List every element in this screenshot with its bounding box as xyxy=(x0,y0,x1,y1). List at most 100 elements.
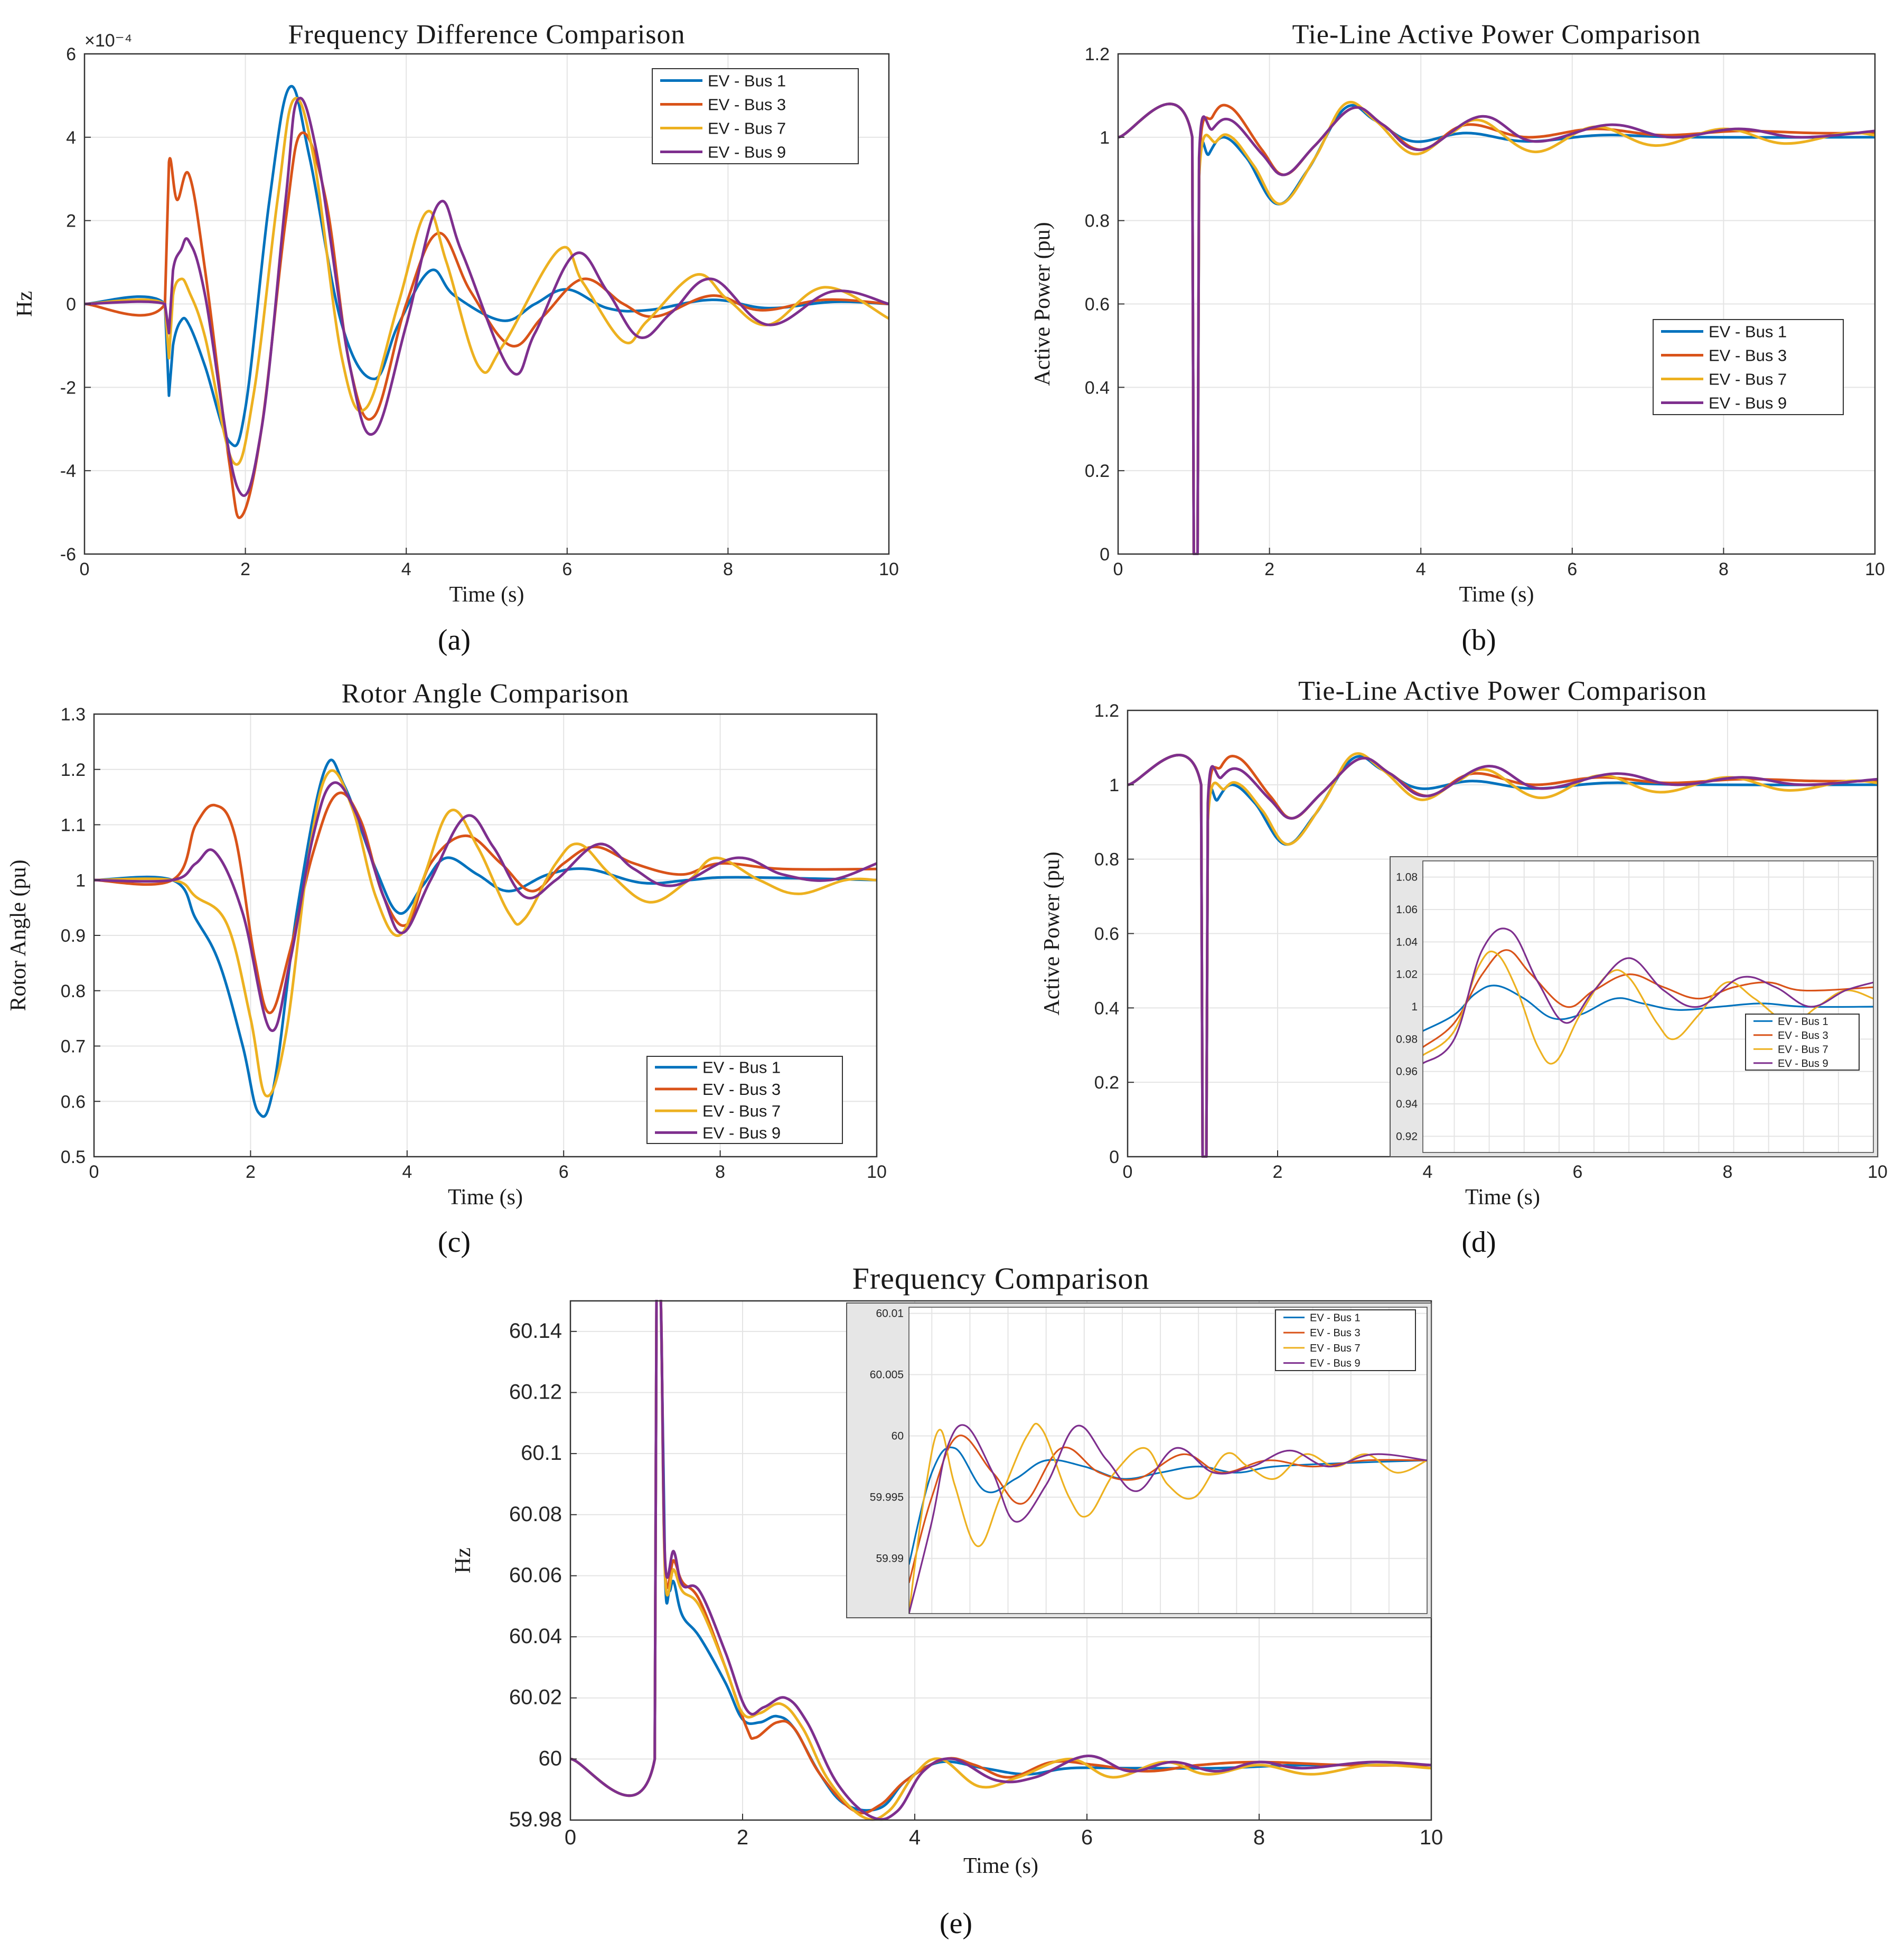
legend-entry-bus3: EV - Bus 3 xyxy=(702,1080,781,1099)
chart-title: Tie-Line Active Power Comparison xyxy=(1292,20,1701,50)
y-tick-label: 0.9 xyxy=(61,926,86,946)
series-line-bus9 xyxy=(94,781,877,1032)
legend-entry-bus9: EV - Bus 9 xyxy=(1778,1058,1828,1070)
y-tick-label: 1.3 xyxy=(61,705,86,725)
y-tick-label: -6 xyxy=(60,545,76,565)
legend-entry-bus7: EV - Bus 7 xyxy=(708,119,786,138)
y-tick-label: 0 xyxy=(1100,545,1110,565)
y-exponent-label: ×10⁻⁴ xyxy=(85,31,132,51)
y-tick-label: 1.2 xyxy=(1094,701,1119,721)
x-tick-label: 0 xyxy=(1123,1162,1133,1182)
y-tick-label: 0.6 xyxy=(1085,295,1110,315)
inset-border xyxy=(1390,856,1878,1157)
chart-title: Frequency Difference Comparison xyxy=(288,20,685,50)
y-tick-label: 1 xyxy=(76,870,86,890)
x-tick-label: 6 xyxy=(559,1162,569,1182)
panel-label: (d) xyxy=(1461,1226,1496,1259)
legend-entry-bus1: EV - Bus 1 xyxy=(702,1058,781,1077)
inset-y-tick-label: 0.92 xyxy=(1396,1130,1418,1142)
series-group xyxy=(1128,752,1878,1158)
inset-y-tick-label: 1.08 xyxy=(1396,871,1418,884)
panel-label: (e) xyxy=(940,1907,972,1940)
panel-label: (a) xyxy=(438,624,471,657)
x-tick-label: 0 xyxy=(565,1826,576,1849)
y-axis-label: Active Power (pu) xyxy=(1040,851,1064,1015)
y-axis-label: Active Power (pu) xyxy=(1030,222,1055,386)
y-tick-label: 60 xyxy=(539,1747,562,1770)
y-tick-label: 60.08 xyxy=(509,1503,562,1526)
legend-entry-bus1: EV - Bus 1 xyxy=(708,72,786,90)
panel-label: (c) xyxy=(438,1226,471,1259)
inset-y-tick-label: 0.96 xyxy=(1396,1066,1418,1078)
series-group xyxy=(94,758,877,1118)
y-tick-label: 1.2 xyxy=(1085,44,1110,64)
legend: EV - Bus 1 EV - Bus 3 EV - Bus 7 EV - Bus 9 xyxy=(1745,1014,1860,1071)
x-axis-label: Time (s) xyxy=(1459,583,1534,607)
y-tick-label: 0.2 xyxy=(1085,461,1110,481)
y-axis-label: Hz xyxy=(451,1548,475,1573)
y-tick-label: 0 xyxy=(66,295,76,315)
x-tick-label: 0 xyxy=(80,559,90,579)
x-axis-label: Time (s) xyxy=(1465,1185,1540,1210)
chart-b: 0 2 4 6 8 10 0 0.2 0.4 0.6 0.8 1 1.2 Tie-Line Active … xyxy=(1030,20,1885,657)
legend-entry-bus1: EV - Bus 1 xyxy=(1778,1016,1828,1027)
y-tick-label: 60.02 xyxy=(509,1686,562,1709)
legend-entry-bus9: EV - Bus 9 xyxy=(1709,394,1787,412)
y-tick-label: 0.8 xyxy=(1085,211,1110,231)
y-tick-label: 0.6 xyxy=(1094,924,1119,944)
legend-box xyxy=(652,68,859,164)
y-tick-label: -4 xyxy=(60,461,76,481)
legend-entry-bus9: EV - Bus 9 xyxy=(702,1123,781,1142)
x-tick-label: 8 xyxy=(715,1162,725,1182)
chart-d: 0 2 4 6 8 10 0 0.2 0.4 0.6 0.8 1 1.2 Tie-Line Active … xyxy=(1040,676,1888,1259)
inset-series-line-bus3 xyxy=(909,1435,1427,1583)
x-tick-label: 8 xyxy=(1719,559,1729,579)
inset-y-tick-label: 0.94 xyxy=(1396,1098,1418,1110)
x-tick-label: 2 xyxy=(1264,559,1274,579)
x-tick-label: 10 xyxy=(1865,559,1885,579)
legend-entry-bus3: EV - Bus 3 xyxy=(1778,1030,1828,1042)
inset-y-tick-label: 1 xyxy=(1411,1001,1418,1013)
series-line-bus9 xyxy=(85,97,889,497)
legend: EV - Bus 1 EV - Bus 3 EV - Bus 7 EV - Bus 9 xyxy=(646,1056,843,1144)
inset-y-tick-label: 1.06 xyxy=(1396,904,1418,916)
inset-series-line-bus3 xyxy=(1423,949,1873,1048)
y-tick-label: 60.12 xyxy=(509,1380,562,1403)
x-axis-label: Time (s) xyxy=(449,583,524,607)
inset-y-tick-label: 60.005 xyxy=(870,1369,904,1381)
y-tick-label: 0.8 xyxy=(1094,850,1119,870)
y-tick-label: 0.4 xyxy=(1094,998,1119,1018)
y-tick-label: 0.4 xyxy=(1085,378,1110,398)
x-tick-label: 8 xyxy=(1253,1826,1265,1849)
x-tick-label: 4 xyxy=(1416,559,1426,579)
series-line-bus9 xyxy=(1118,102,1875,555)
chart-title: Tie-Line Active Power Comparison xyxy=(1298,676,1707,706)
x-tick-label: 6 xyxy=(1573,1162,1583,1182)
y-tick-label: 60.06 xyxy=(509,1563,562,1587)
x-tick-label: 4 xyxy=(909,1826,921,1849)
x-tick-label: 0 xyxy=(1113,559,1123,579)
legend-box xyxy=(646,1056,843,1144)
y-tick-label: 59.98 xyxy=(509,1808,562,1831)
x-axis-label: Time (s) xyxy=(448,1185,523,1210)
inset-series-line-bus7 xyxy=(909,1422,1427,1614)
y-tick-label: 6 xyxy=(66,44,76,64)
series-line-bus7 xyxy=(1118,100,1875,555)
legend-entry-bus7: EV - Bus 7 xyxy=(702,1102,781,1120)
y-tick-label: 0 xyxy=(1109,1147,1119,1167)
x-tick-label: 4 xyxy=(401,559,411,579)
y-tick-label: 0.6 xyxy=(61,1092,86,1112)
y-tick-label: 1.2 xyxy=(61,760,86,780)
series-line-bus1 xyxy=(85,85,889,447)
x-tick-label: 6 xyxy=(562,559,572,579)
series-group xyxy=(1118,100,1875,555)
inset-series-line-bus9 xyxy=(909,1424,1427,1614)
chart-e: 0 2 4 6 8 10 59.98 60 60.02 60.04 60.06 60.08 60.1 60… xyxy=(451,1261,1443,1940)
inset-y-tick-label: 59.995 xyxy=(870,1492,904,1504)
inset-border xyxy=(846,1302,1432,1618)
y-tick-label: 0.7 xyxy=(61,1037,86,1057)
legend-entry-bus9: EV - Bus 9 xyxy=(708,143,786,162)
y-tick-label: 1 xyxy=(1109,775,1119,795)
series-line-bus7 xyxy=(1128,752,1878,1158)
panel-label: (b) xyxy=(1461,624,1496,657)
